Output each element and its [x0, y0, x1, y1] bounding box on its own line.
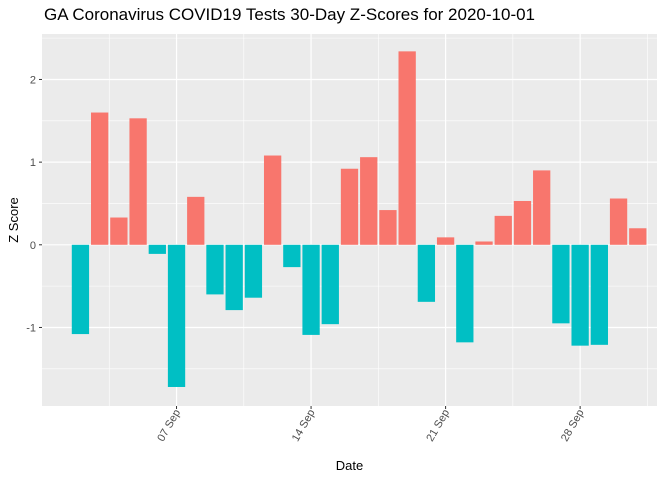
bar [417, 244, 436, 302]
chart-title: GA Coronavirus COVID19 Tests 30-Day Z-Sc… [44, 5, 536, 24]
bar [436, 237, 455, 245]
bar [629, 228, 647, 245]
bar [494, 215, 512, 245]
bar [129, 118, 147, 245]
y-axis-title: Z Score [6, 197, 21, 243]
bar [148, 244, 166, 254]
bar [398, 51, 416, 245]
bar [263, 155, 282, 245]
bars [71, 51, 647, 387]
bar [91, 112, 109, 245]
x-tick-label: 21 Sep [424, 408, 452, 444]
bar [225, 244, 243, 311]
bar [283, 244, 301, 268]
x-tick-label: 14 Sep [290, 408, 318, 444]
y-tick-label: 0 [30, 240, 36, 252]
bar [475, 241, 493, 245]
bar [533, 170, 551, 245]
bar [244, 244, 263, 298]
bar [609, 198, 628, 245]
bar [360, 157, 378, 245]
x-axis-title: Date [336, 458, 363, 473]
y-tick-label: 2 [30, 74, 36, 86]
bar [571, 244, 589, 346]
bar [340, 168, 359, 245]
x-tick-label: 28 Sep [559, 408, 587, 444]
bar [167, 244, 186, 387]
bar [590, 244, 608, 345]
bar [321, 244, 339, 325]
bar [513, 200, 532, 245]
x-axis: 07 Sep 14 Sep 21 Sep 28 Sep [155, 406, 587, 444]
y-axis: -1 0 1 2 [26, 74, 42, 334]
bar [379, 210, 397, 245]
y-tick-label: -1 [26, 322, 36, 334]
bar [187, 196, 205, 245]
x-tick-label: 07 Sep [155, 408, 183, 444]
bar [206, 244, 224, 295]
y-tick-label: 1 [30, 157, 36, 169]
bar [456, 244, 474, 343]
bar [110, 217, 128, 245]
bar [302, 244, 320, 335]
bar [552, 244, 570, 324]
bar [71, 244, 90, 335]
